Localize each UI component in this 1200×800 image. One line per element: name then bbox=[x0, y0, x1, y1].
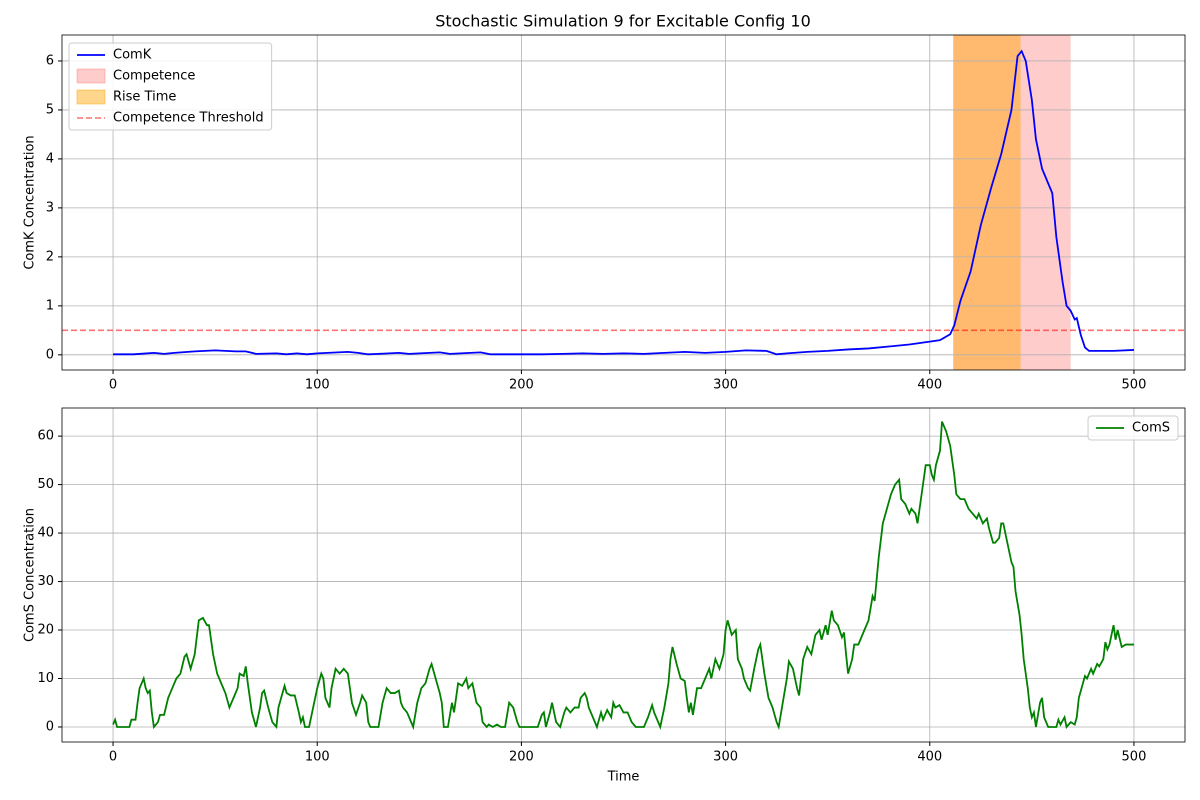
legend-label: ComK bbox=[113, 48, 152, 63]
axes-frame bbox=[61, 34, 1186, 371]
y-tick-label: 0 bbox=[46, 719, 54, 734]
axes-frame bbox=[61, 407, 1186, 743]
shaded-span bbox=[953, 35, 1071, 370]
x-tick-label: 400 bbox=[917, 750, 942, 765]
y-axis-label: ComK Concentration bbox=[23, 135, 38, 269]
x-tick-label: 100 bbox=[305, 750, 330, 765]
data-line bbox=[112, 421, 1134, 731]
y-tick-label: 50 bbox=[37, 477, 54, 492]
y-tick-label: 3 bbox=[46, 200, 54, 215]
y-tick-label: 30 bbox=[37, 574, 54, 589]
x-tick-label: 500 bbox=[1122, 378, 1147, 393]
x-tick-label: 200 bbox=[509, 378, 534, 393]
x-tick-label: 200 bbox=[509, 750, 534, 765]
legend-box bbox=[68, 42, 273, 131]
x-tick-label: 300 bbox=[713, 750, 738, 765]
legend-label: Competence Threshold bbox=[113, 111, 264, 126]
y-tick-label: 2 bbox=[46, 249, 54, 264]
y-tick-label: 40 bbox=[37, 526, 54, 541]
legend-label: Rise Time bbox=[113, 90, 176, 105]
x-tick-label: 100 bbox=[305, 378, 330, 393]
chart-title: Stochastic Simulation 9 for Excitable Co… bbox=[435, 12, 811, 31]
x-tick-label: 300 bbox=[713, 378, 738, 393]
y-tick-label: 60 bbox=[37, 429, 54, 444]
x-tick-label: 400 bbox=[917, 378, 942, 393]
legend-label: Competence bbox=[113, 69, 195, 84]
x-tick-label: 0 bbox=[109, 378, 117, 393]
legend: ComS bbox=[1087, 415, 1179, 441]
y-tick-label: 0 bbox=[46, 347, 54, 362]
y-tick-label: 20 bbox=[37, 623, 54, 638]
legend-label: ComS bbox=[1132, 421, 1170, 436]
x-axis-label: Time bbox=[607, 770, 640, 785]
plot-area bbox=[62, 408, 1185, 742]
y-tick-label: 1 bbox=[46, 298, 54, 313]
x-tick-label: 500 bbox=[1122, 750, 1147, 765]
legend: ComK Competence Rise Time Competence Thresh… bbox=[68, 42, 273, 131]
legend-swatch bbox=[76, 89, 106, 105]
y-tick-label: 6 bbox=[46, 53, 54, 68]
y-tick-label: 4 bbox=[46, 151, 54, 166]
legend-box bbox=[1087, 415, 1179, 441]
x-tick-label: 0 bbox=[109, 750, 117, 765]
y-tick-label: 10 bbox=[37, 671, 54, 686]
legend-swatch bbox=[76, 68, 106, 84]
y-tick-label: 5 bbox=[46, 102, 54, 117]
data-line bbox=[113, 49, 1134, 356]
y-axis-label: ComS Concentration bbox=[23, 508, 38, 642]
